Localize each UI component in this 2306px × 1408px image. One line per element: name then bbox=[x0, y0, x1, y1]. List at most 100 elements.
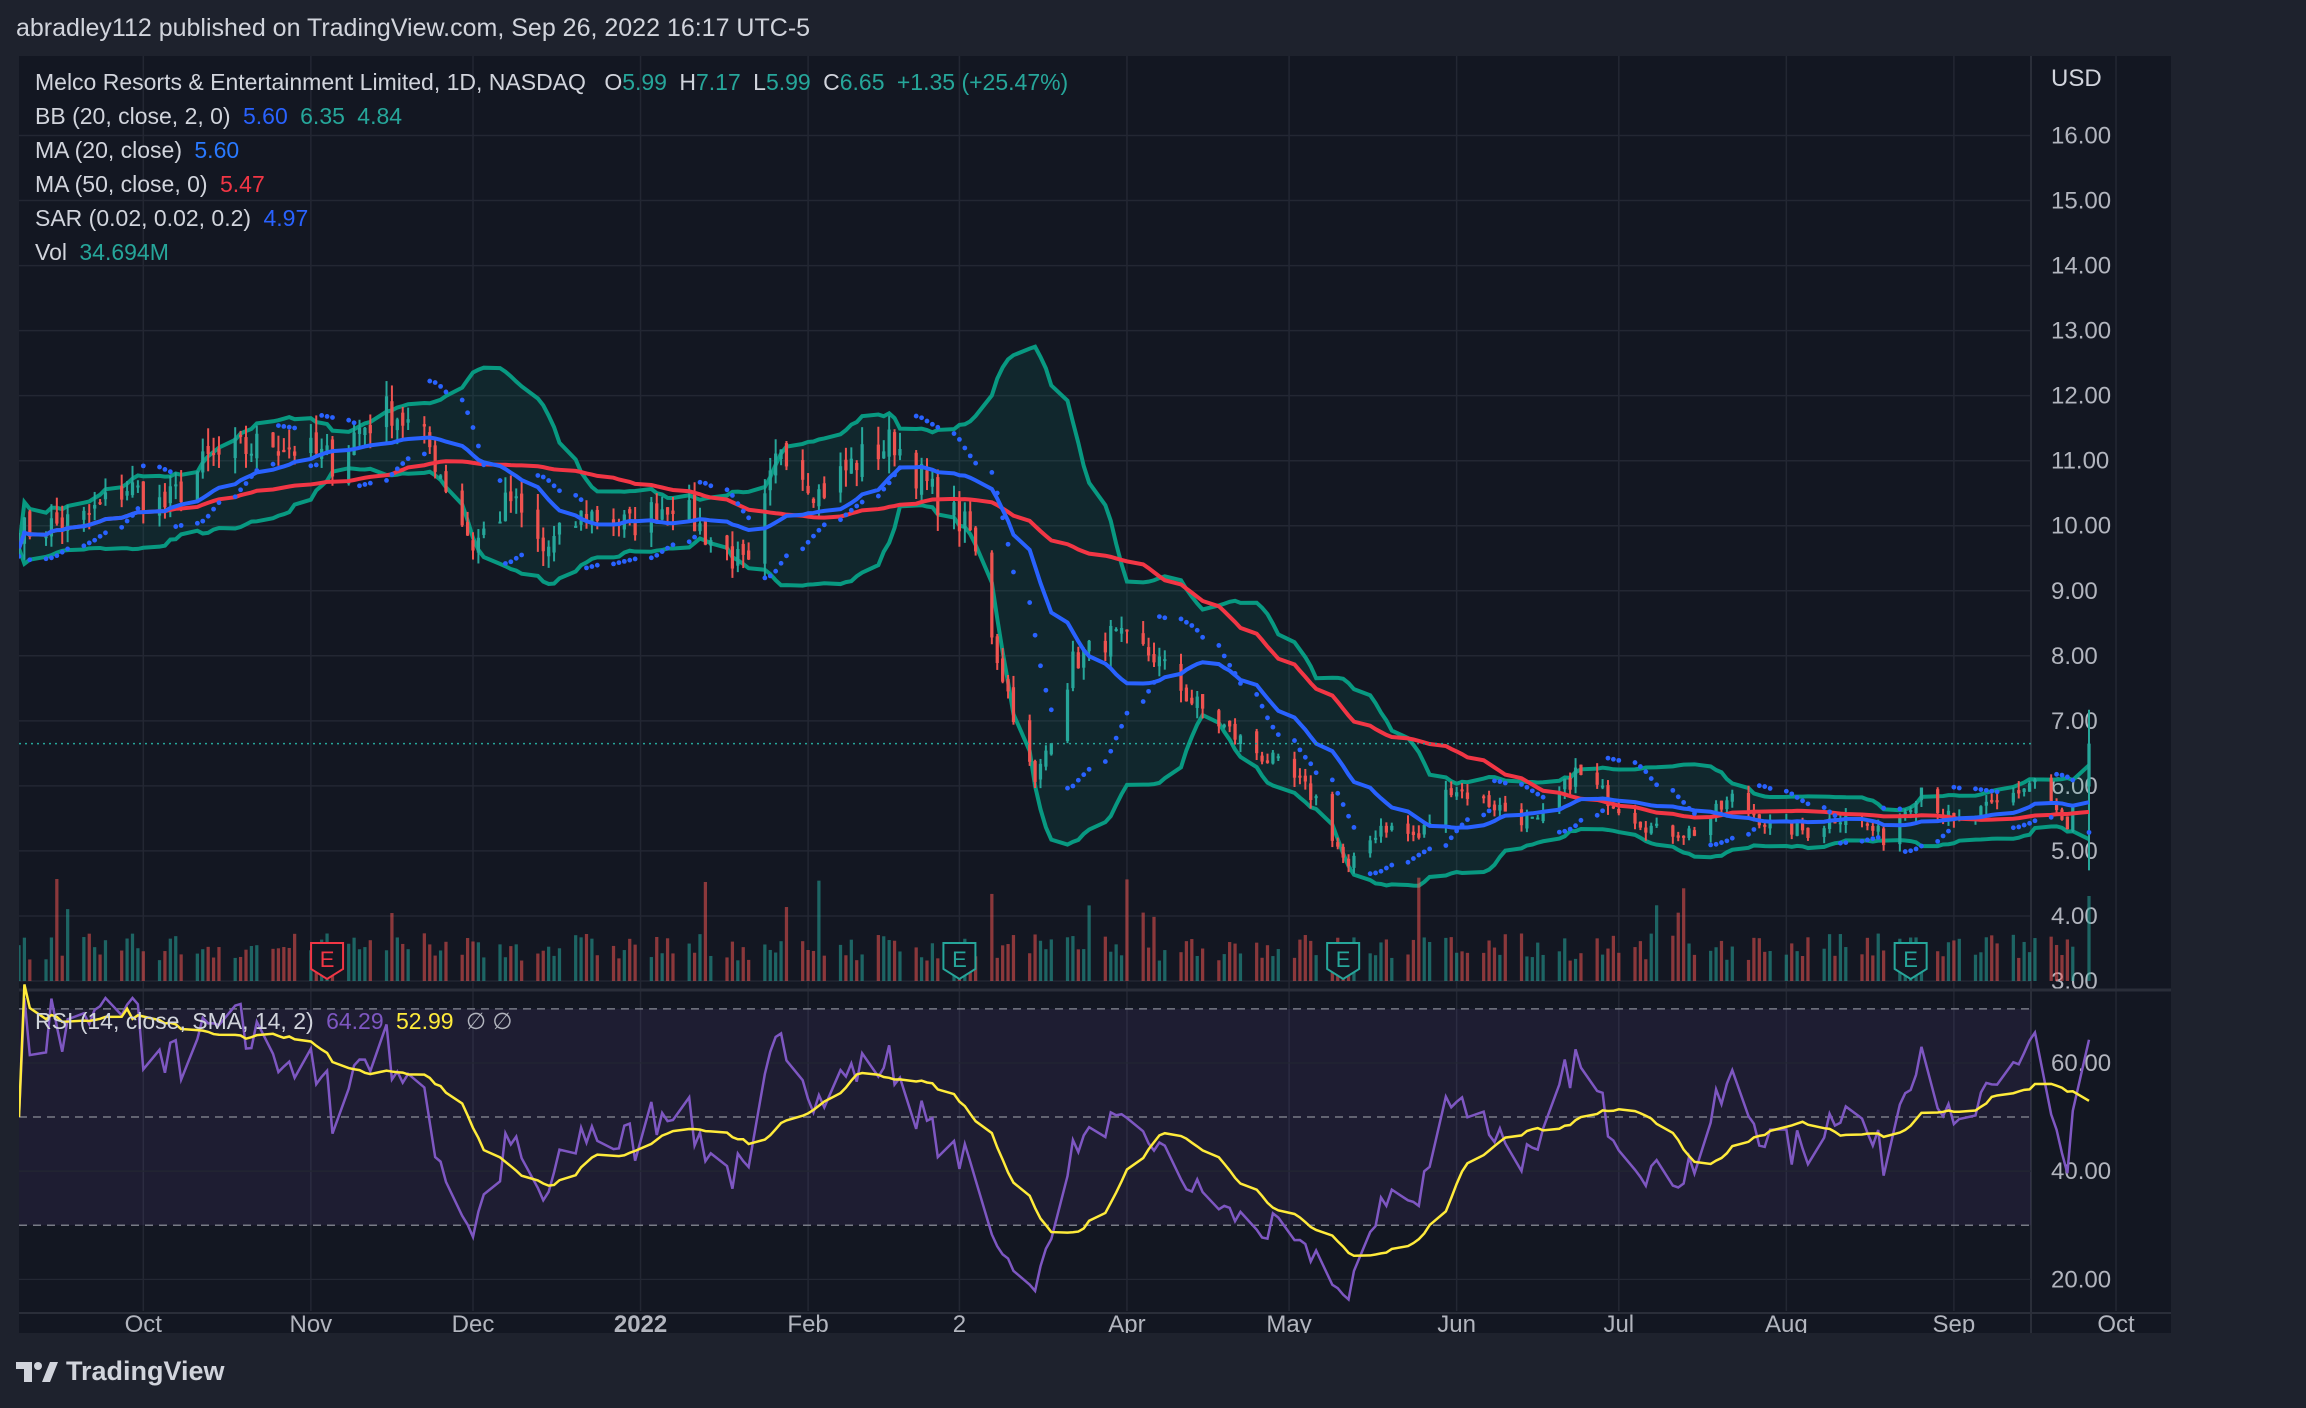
volume-bar bbox=[136, 948, 140, 981]
volume-bar bbox=[103, 940, 108, 981]
candle-body bbox=[174, 484, 178, 487]
sar-dot bbox=[119, 524, 125, 530]
volume-bar bbox=[1752, 937, 1756, 981]
candle-body bbox=[1595, 772, 1599, 785]
volume-bar bbox=[1595, 938, 1599, 981]
sar-dot bbox=[249, 474, 254, 479]
sar-dot bbox=[875, 493, 881, 499]
volume-bar bbox=[2049, 936, 2053, 981]
volume-bar bbox=[1682, 888, 1686, 981]
time-tick-label: Nov bbox=[290, 1311, 333, 1333]
sar-dot bbox=[2070, 777, 2076, 783]
volume-bar bbox=[844, 955, 848, 981]
candle-body bbox=[919, 463, 924, 495]
sar-dot bbox=[286, 424, 292, 430]
candle-body bbox=[1600, 785, 1605, 788]
legend-ma20[interactable]: MA (20, close) 5.60 bbox=[35, 133, 245, 167]
volume-bar bbox=[741, 947, 745, 981]
chart-frame[interactable]: 16.00 15.00 14.00 13.00 12.00 11.00 10.00 9.00 8… bbox=[19, 56, 2171, 1333]
sar-dot bbox=[735, 501, 741, 507]
legend-vol[interactable]: Vol 34.694M bbox=[35, 235, 175, 269]
legend-sar[interactable]: SAR (0.02, 0.02, 0.2) 4.97 bbox=[35, 201, 314, 235]
sar-dot bbox=[130, 513, 135, 518]
volume-bar bbox=[2087, 896, 2091, 981]
candle-body bbox=[822, 483, 826, 498]
candle-body bbox=[2027, 783, 2032, 792]
candle-body bbox=[536, 509, 540, 539]
tradingview-branding[interactable]: TradingView bbox=[16, 1356, 225, 1387]
chart-canvas[interactable]: 16.00 15.00 14.00 13.00 12.00 11.00 10.00 9.00 8… bbox=[19, 56, 2171, 1333]
legend-rsi-extra: ∅ ∅ bbox=[465, 1008, 513, 1034]
volume-bar bbox=[1125, 879, 1129, 981]
candle-body bbox=[1806, 827, 1810, 838]
candle-body bbox=[201, 451, 205, 473]
volume-bar bbox=[628, 938, 632, 981]
sar-dot bbox=[1746, 831, 1751, 837]
sar-dot bbox=[438, 383, 443, 389]
candle-body bbox=[936, 477, 940, 516]
sar-dot bbox=[1762, 784, 1768, 789]
candle-body bbox=[66, 514, 70, 532]
volume-bar bbox=[1800, 955, 1805, 981]
sar-dot bbox=[1459, 822, 1465, 828]
volume-bar bbox=[1525, 956, 1529, 981]
sar-dot bbox=[319, 412, 325, 418]
sar-dot bbox=[308, 463, 314, 469]
sar-dot bbox=[546, 478, 552, 483]
candle-body bbox=[433, 445, 437, 472]
sar-dot bbox=[2086, 829, 2092, 835]
time-tick-label: Sep bbox=[1933, 1311, 1976, 1333]
candle-body bbox=[130, 482, 135, 496]
candle-body bbox=[887, 429, 891, 457]
candle-body bbox=[1271, 752, 1275, 764]
sar-dot bbox=[2027, 820, 2032, 826]
candle-body bbox=[19, 548, 21, 551]
sar-dot bbox=[1502, 780, 1508, 786]
candle-body bbox=[1914, 802, 1918, 814]
volume-bar bbox=[1146, 947, 1151, 981]
candle-body bbox=[2017, 790, 2021, 794]
sar-dot bbox=[1119, 723, 1124, 729]
price-tick-label: 7.00 bbox=[2051, 708, 2098, 735]
candle-body bbox=[1011, 687, 1016, 722]
legend-rsi[interactable]: RSI (14, close, SMA, 14, 2) 64.29 52.99 … bbox=[35, 1004, 518, 1038]
legend-symbol[interactable]: Melco Resorts & Entertainment Limited, 1… bbox=[35, 69, 586, 95]
volume-bar bbox=[763, 944, 767, 981]
candle-body bbox=[552, 536, 556, 553]
candle-body bbox=[136, 485, 140, 488]
volume-bar bbox=[98, 954, 102, 981]
tradingview-brand-name: TradingView bbox=[66, 1356, 225, 1386]
candle-body bbox=[1368, 840, 1372, 854]
sar-dot bbox=[1670, 787, 1676, 793]
price-tick-label: 9.00 bbox=[2051, 578, 2098, 605]
candle-body bbox=[1373, 837, 1378, 840]
sar-dot bbox=[135, 506, 141, 511]
sar-dot bbox=[1238, 680, 1243, 686]
volume-bar bbox=[1455, 952, 1459, 981]
sar-dot bbox=[584, 565, 589, 571]
volume-bar bbox=[460, 954, 464, 981]
sar-dot bbox=[1556, 829, 1562, 835]
candle-body bbox=[384, 396, 389, 428]
volume-bar bbox=[1076, 949, 1080, 981]
sar-dot bbox=[1027, 600, 1033, 605]
candle-body bbox=[163, 491, 167, 508]
volume-bar bbox=[206, 946, 210, 981]
legend-bb[interactable]: BB (20, close, 2, 0) 5.60 6.35 4.84 bbox=[35, 99, 408, 133]
volume-bar bbox=[1973, 954, 1978, 981]
sar-dot bbox=[49, 555, 54, 561]
volume-bar bbox=[552, 955, 556, 981]
volume-bar bbox=[1822, 948, 1826, 981]
volume-bar bbox=[1979, 952, 1983, 981]
volume-bar bbox=[990, 893, 994, 981]
volume-bar bbox=[1579, 953, 1583, 981]
volume-bar bbox=[1827, 934, 1832, 981]
candle-body bbox=[968, 511, 972, 531]
sar-dot bbox=[1011, 569, 1016, 575]
legend-ma50[interactable]: MA (50, close, 0) 5.47 bbox=[35, 167, 271, 201]
sar-dot bbox=[1232, 671, 1238, 676]
volume-bar bbox=[163, 951, 167, 981]
candle-body bbox=[314, 432, 318, 454]
volume-bar bbox=[1255, 942, 1259, 981]
volume-bar bbox=[590, 938, 594, 981]
